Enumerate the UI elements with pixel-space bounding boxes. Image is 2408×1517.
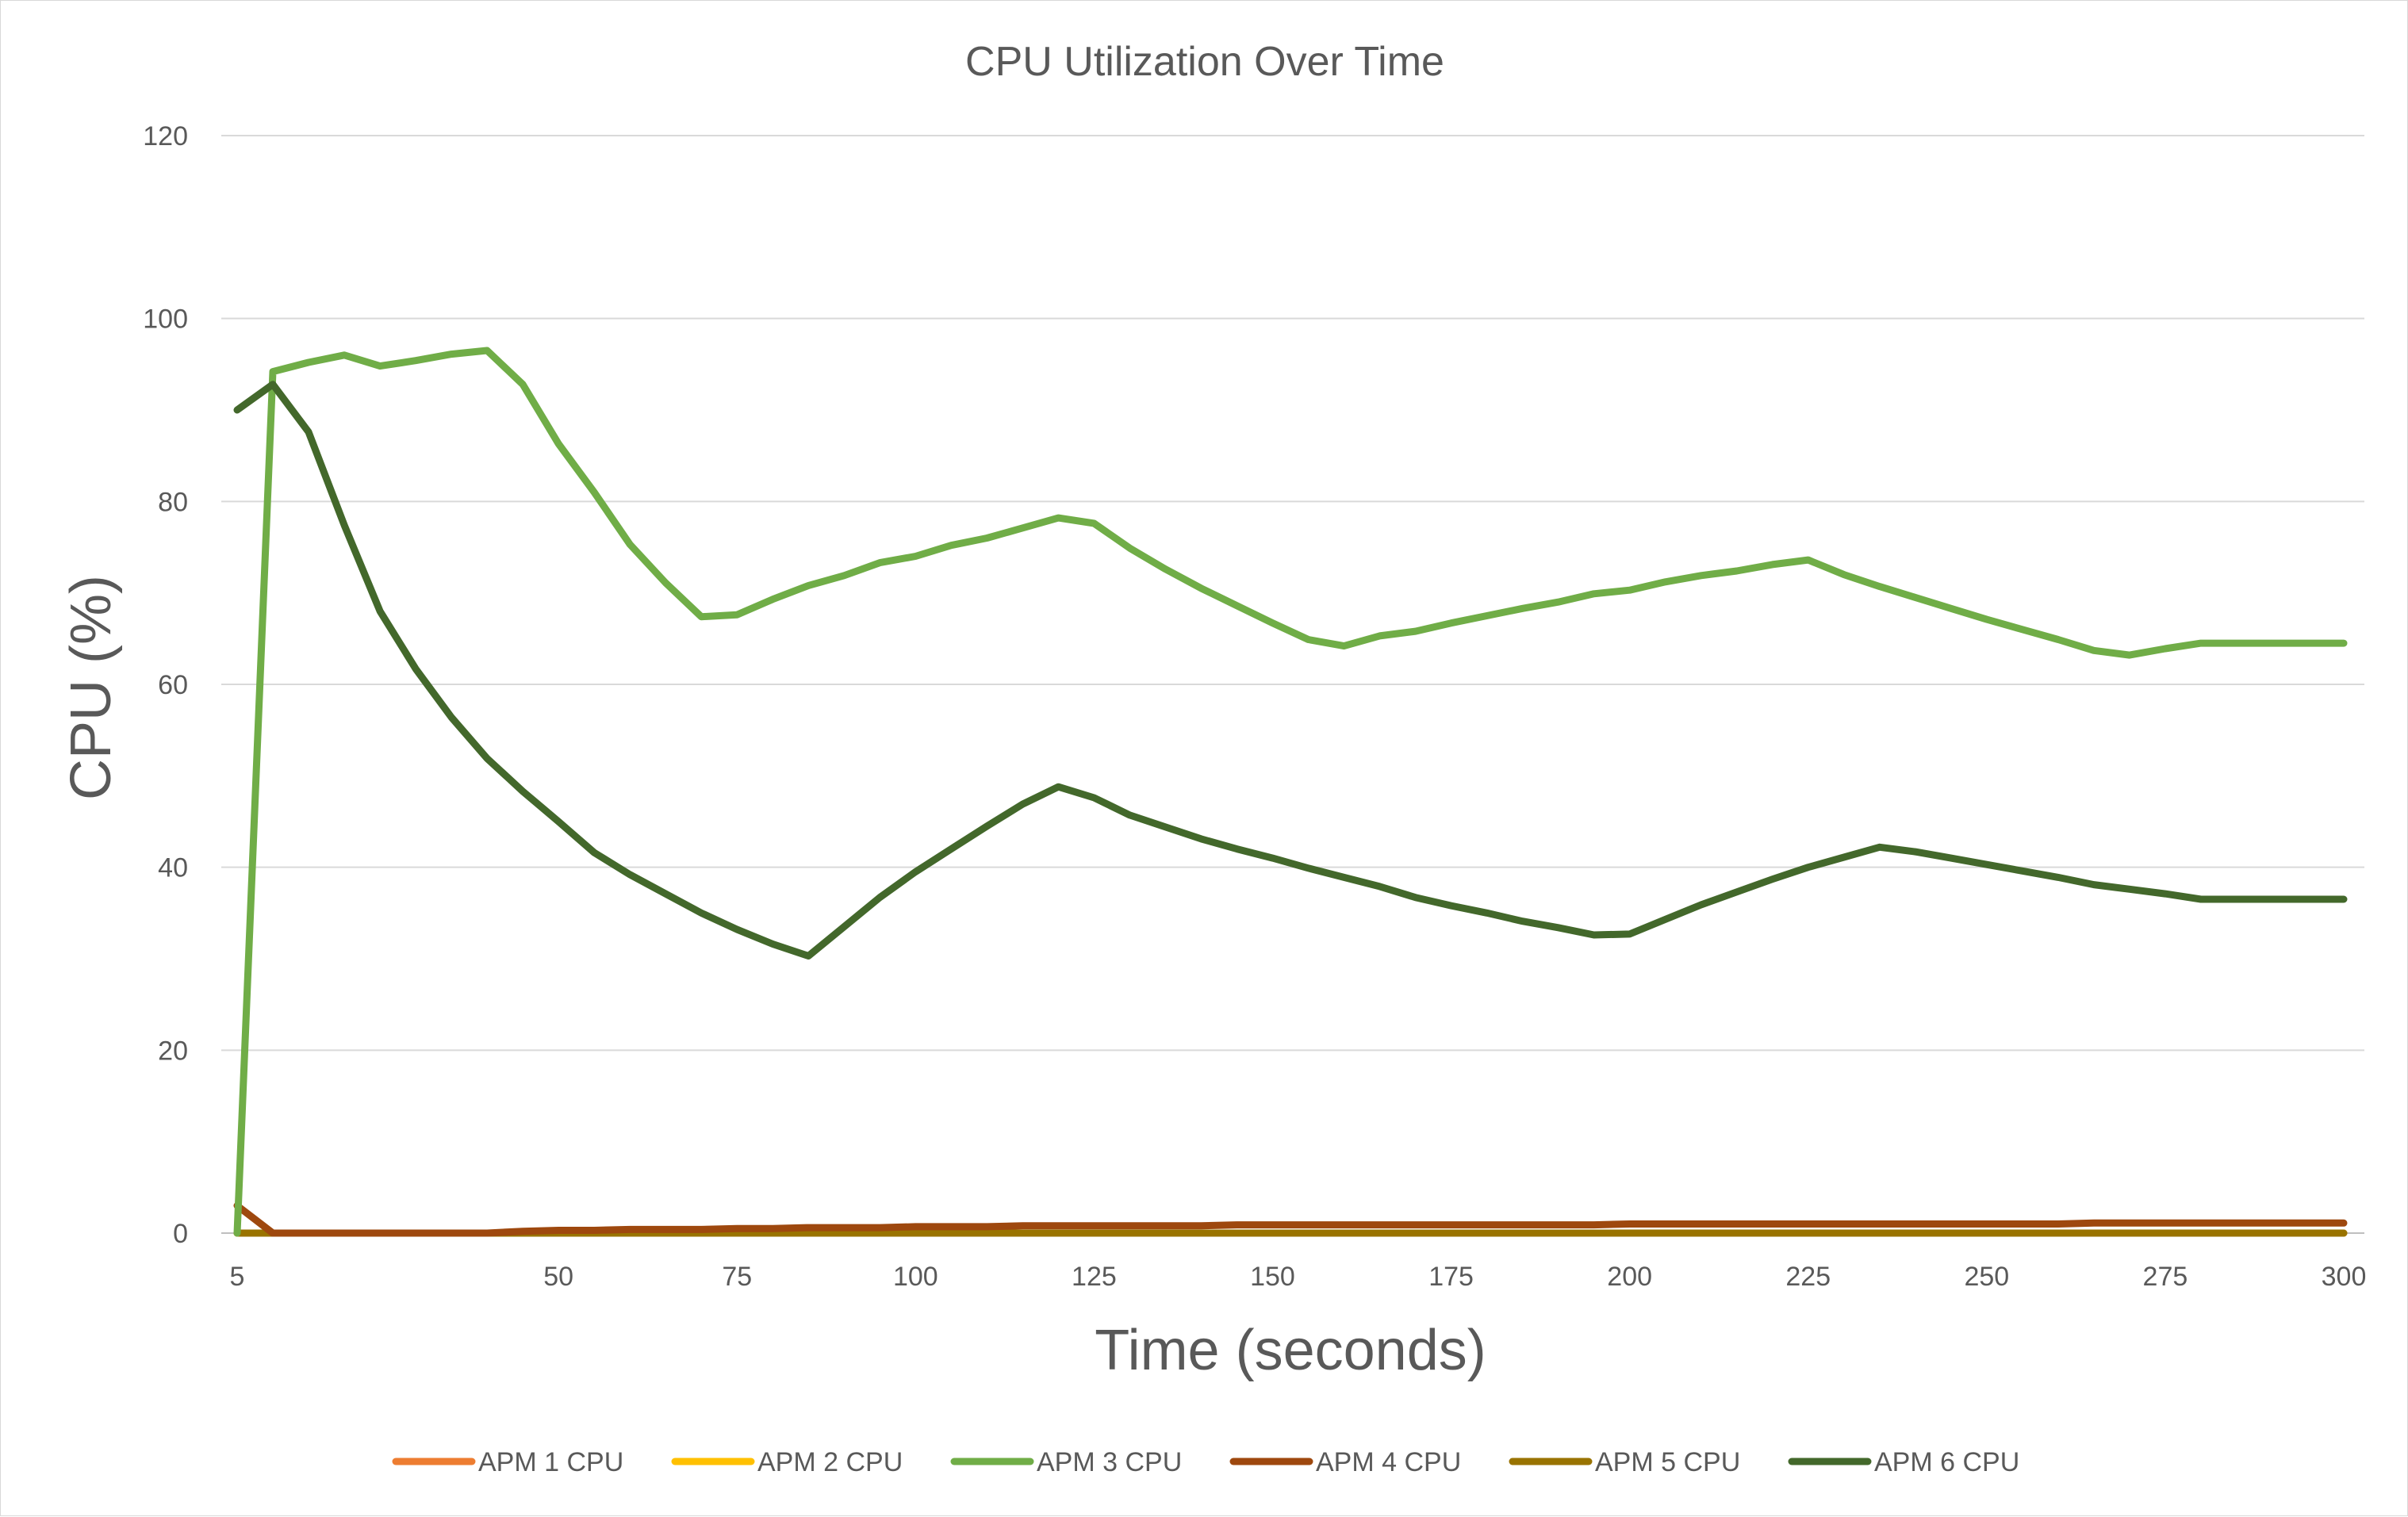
legend-item: APM 6 CPU [1788,1447,2019,1477]
legend-label: APM 6 CPU [1874,1447,2019,1477]
chart-title: CPU Utilization Over Time [965,39,1444,85]
legend-label: APM 1 CPU [478,1447,623,1477]
legend-label: APM 5 CPU [1595,1447,1740,1477]
legend-label: APM 2 CPU [757,1447,903,1477]
y-tick-label: 0 [173,1219,188,1249]
series-lines [233,347,2348,1237]
x-tick-label: 175 [1428,1262,1474,1292]
x-tick-label: 300 [2322,1262,2367,1292]
y-tick-label: 120 [143,121,188,151]
series-line-apm-4-cpu [233,1201,2348,1237]
legend: APM 1 CPU APM 2 CPU APM 3 CPU APM 4 CPU APM … [392,1447,2019,1477]
y-tick-label: 40 [158,853,188,883]
x-tick-label: 250 [1964,1262,2009,1292]
y-tick-label: 80 [158,487,188,517]
y-tick-label: 60 [158,670,188,700]
y-axis-tick-labels: 0 20 40 60 80 100 120 [143,121,188,1249]
x-tick-label: 275 [2143,1262,2188,1292]
legend-item: APM 5 CPU [1509,1447,1740,1477]
x-tick-label: 100 [893,1262,938,1292]
x-tick-label: 75 [722,1262,752,1292]
y-tick-label: 20 [158,1036,188,1066]
x-tick-label: 225 [1785,1262,1831,1292]
x-axis-title: Time (seconds) [1095,1319,1486,1382]
legend-label: APM 3 CPU [1037,1447,1182,1477]
legend-label: APM 4 CPU [1316,1447,1461,1477]
x-tick-label: 200 [1607,1262,1652,1292]
gridlines [221,135,2364,1234]
legend-item: APM 2 CPU [671,1447,903,1477]
legend-item: APM 3 CPU [950,1447,1182,1477]
legend-item: APM 1 CPU [392,1447,623,1477]
x-tick-label: 5 [230,1262,245,1292]
x-tick-label: 150 [1250,1262,1295,1292]
y-axis-title: CPU (%) [59,575,123,800]
x-axis-tick-labels: 5 50 75 100 125 150 175 200 225 250 275 300 [230,1262,2367,1292]
legend-item: APM 4 CPU [1229,1447,1461,1477]
x-tick-label: 125 [1072,1262,1117,1292]
series-line-apm-6-cpu [233,381,2348,960]
series-line-apm-3-cpu [233,347,2348,1237]
x-tick-label: 50 [543,1262,573,1292]
y-tick-label: 100 [143,305,188,335]
